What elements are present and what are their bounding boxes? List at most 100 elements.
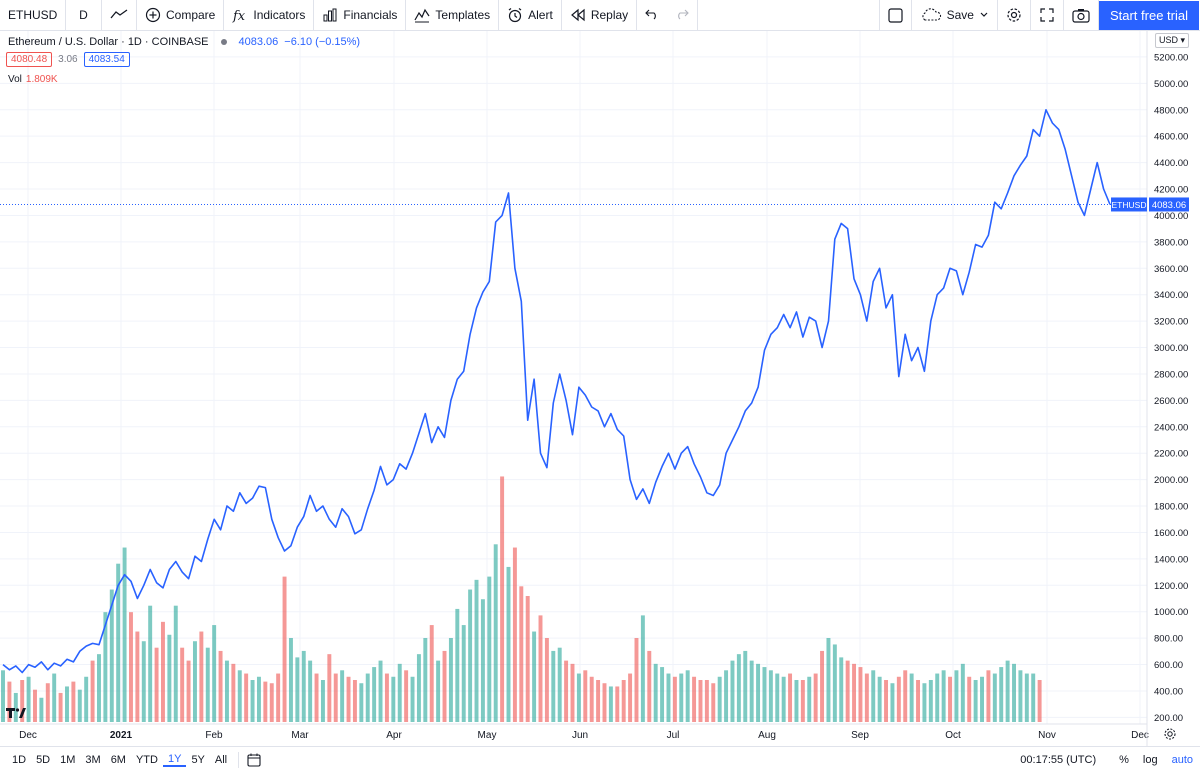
volume-bar — [967, 676, 972, 722]
log-toggle[interactable]: log — [1142, 754, 1158, 766]
volume-bar — [826, 638, 831, 722]
volume-bar — [992, 673, 997, 722]
replay-button[interactable]: Replay — [562, 0, 638, 31]
volume-bar — [77, 689, 82, 722]
volume-bar — [832, 644, 837, 722]
range-ytd[interactable]: YTD — [135, 754, 158, 766]
interval-button[interactable]: D — [66, 0, 102, 31]
volume-bar — [141, 641, 146, 722]
symbol-tag-box — [1111, 197, 1147, 212]
buy-price-button[interactable]: 4083.54 — [83, 52, 130, 67]
templates-button[interactable]: Templates — [406, 0, 500, 31]
volume-bar — [954, 670, 959, 722]
range-5y[interactable]: 5Y — [191, 754, 205, 766]
volume-bar — [583, 670, 588, 722]
volume-bar — [160, 621, 165, 722]
volume-bar — [864, 673, 869, 722]
start-free-trial-button[interactable]: Start free trial — [1098, 0, 1199, 30]
tradingview-logo[interactable] — [6, 704, 28, 720]
x-tick-label: Feb — [205, 730, 223, 741]
x-tick-label: Nov — [1038, 730, 1056, 741]
undo-button[interactable] — [637, 0, 667, 31]
volume-bar — [884, 680, 889, 722]
auto-toggle[interactable]: auto — [1171, 754, 1193, 766]
volume-bar — [468, 589, 473, 722]
price-chart[interactable]: 200.00 400.00 600.00 800.00 1000.00 1200.00 14… — [0, 31, 1200, 746]
volume-bar — [711, 683, 716, 722]
chart-style-button[interactable] — [102, 0, 137, 31]
spread-value: 3.06 — [58, 54, 78, 65]
volume-bar — [173, 605, 178, 722]
volume-bar — [839, 657, 844, 722]
volume-bar — [327, 654, 332, 722]
save-button[interactable]: Save — [912, 0, 998, 31]
volume-bar — [576, 673, 581, 722]
volume-bar — [269, 683, 274, 722]
range-1m[interactable]: 1M — [60, 754, 76, 766]
layout-button[interactable] — [878, 0, 912, 31]
settings-button[interactable] — [998, 0, 1031, 31]
volume-bar — [167, 634, 172, 722]
redo-button[interactable] — [667, 0, 699, 31]
y-tick-label: 5200.00 — [1154, 52, 1188, 63]
compare-button[interactable]: Compare — [137, 0, 225, 31]
settings-icon[interactable] — [1164, 728, 1176, 740]
sell-price-button[interactable]: 4080.48 — [6, 52, 53, 67]
financials-button[interactable]: Financials — [314, 0, 407, 31]
last-price-label: 4083.06 — [1152, 200, 1186, 211]
fullscreen-button[interactable] — [1031, 0, 1064, 31]
volume-bar — [896, 676, 901, 722]
utc-clock[interactable]: 00:17:55 (UTC) — [1020, 754, 1097, 766]
volume-bar — [749, 660, 754, 722]
volume-bar — [391, 676, 396, 722]
last-price-box — [1149, 197, 1189, 212]
x-tick-label: Oct — [945, 730, 961, 741]
range-1y[interactable]: 1Y — [162, 753, 187, 767]
y-tick-label: 2800.00 — [1154, 369, 1188, 380]
volume-bar — [263, 681, 268, 722]
plus-circle-icon — [145, 7, 161, 23]
volume-bar — [551, 650, 556, 722]
y-tick-label: 1000.00 — [1154, 607, 1188, 618]
volume-bar — [359, 683, 364, 722]
volume-bar — [871, 670, 876, 722]
volume-bar — [301, 650, 306, 722]
legend-last-price: 4083.06 — [238, 36, 279, 48]
volume-bar — [154, 647, 159, 722]
volume-bar — [1, 670, 5, 722]
volume-bar — [308, 660, 313, 722]
range-1d[interactable]: 1D — [12, 754, 27, 766]
volume-bar — [941, 670, 946, 722]
snapshot-button[interactable] — [1064, 0, 1099, 31]
volume-bar — [730, 660, 735, 722]
volume-bar — [800, 680, 805, 722]
y-tick-label: 4200.00 — [1154, 185, 1188, 196]
volume-bar — [519, 586, 524, 722]
volume-bar — [653, 663, 658, 722]
range-3m[interactable]: 3M — [85, 754, 101, 766]
range-6m[interactable]: 6M — [110, 754, 126, 766]
symbol-search-button[interactable]: ETHUSD — [0, 0, 66, 31]
x-tick-label: Mar — [291, 730, 309, 741]
calendar-icon[interactable] — [247, 753, 261, 767]
volume-bar — [762, 667, 767, 722]
price-line[interactable] — [2, 109, 1111, 674]
volume-bar — [647, 650, 652, 722]
volume-bar — [1037, 680, 1042, 722]
range-5d[interactable]: 5D — [36, 754, 51, 766]
volume-bar — [384, 673, 389, 722]
svg-text:fx: fx — [232, 9, 246, 23]
range-all[interactable]: All — [214, 754, 228, 766]
currency-selector[interactable]: USD ▾ — [1155, 33, 1190, 48]
percent-toggle[interactable]: % — [1119, 754, 1129, 766]
volume-bar — [26, 676, 31, 722]
alert-button[interactable]: Alert — [499, 0, 562, 31]
indicators-button[interactable]: fx Indicators — [224, 0, 315, 31]
volume-bar — [877, 676, 882, 722]
volume-bar — [205, 647, 210, 722]
y-tick-label: 3200.00 — [1154, 317, 1188, 328]
volume-bar — [90, 660, 95, 722]
x-tick-label: May — [478, 730, 497, 741]
volume-bar — [442, 650, 447, 722]
volume-bar — [820, 650, 825, 722]
